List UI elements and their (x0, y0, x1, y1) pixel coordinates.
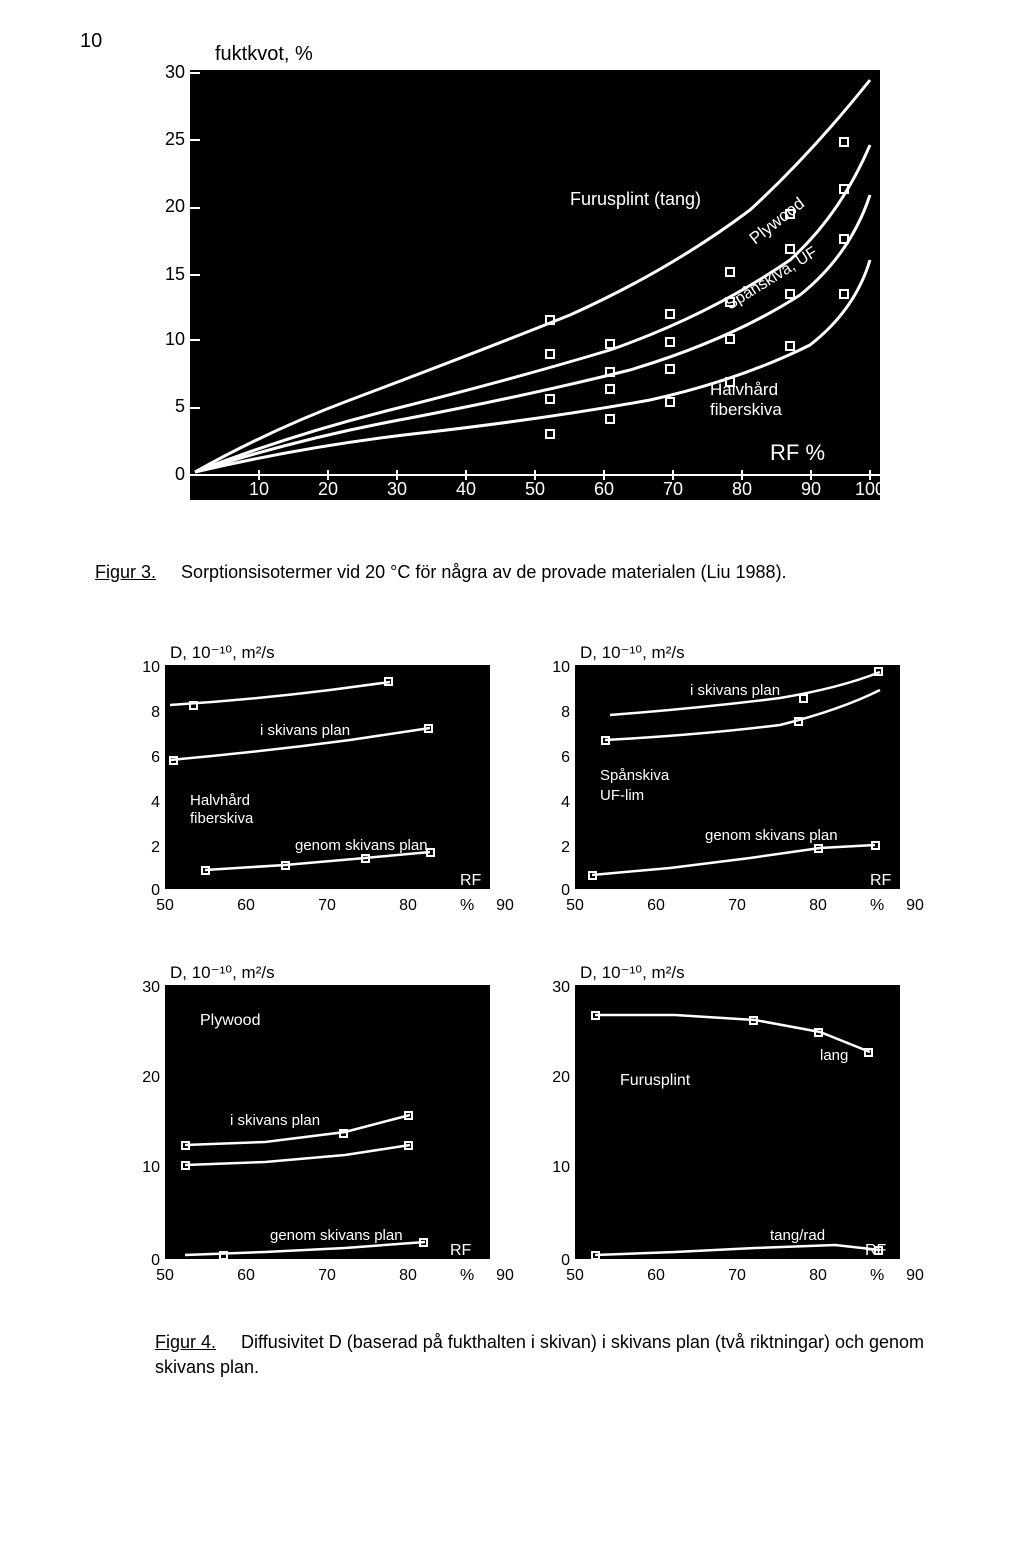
figure3-caption: Figur 3. Sorptionsisotermer vid 20 °C fö… (95, 560, 915, 585)
label-material2: UF-lim (600, 787, 644, 804)
ytick: 10 (142, 1159, 160, 1176)
ytick: 8 (151, 704, 160, 721)
rf-label: RF (450, 1242, 472, 1259)
figure4-chart-a: D, 10⁻¹⁰, m²/s 10 8 6 4 2 0 50 60 70 80 … (130, 640, 520, 920)
ytick-0: 0 (175, 464, 185, 484)
ytick: 4 (151, 794, 160, 811)
xtick: 60 (237, 1267, 255, 1284)
xtick-20: 20 (318, 479, 338, 499)
ytick: 30 (142, 979, 160, 996)
figure4-caption-label: Figur 4. (155, 1332, 216, 1352)
label-direction2: tang/rad (770, 1227, 825, 1244)
xtick: 50 (566, 897, 584, 914)
xtick-100: 100 (855, 479, 885, 499)
label-top: i skivans plan (260, 722, 350, 739)
ytick: 20 (552, 1069, 570, 1086)
figure3-chart: 30 25 20 15 10 5 0 fuktkvot, % 10 20 30 … (150, 40, 910, 540)
ytick: 8 (561, 704, 570, 721)
xtick: 60 (647, 897, 665, 914)
xtick-40: 40 (456, 479, 476, 499)
xtick: 50 (156, 1267, 174, 1284)
xtick-50: 50 (525, 479, 545, 499)
xtick: 80 (809, 1267, 827, 1284)
percent-label: % (460, 1267, 474, 1284)
label-furusplint: Furusplint (tang) (570, 189, 701, 209)
percent-label: % (870, 1267, 884, 1284)
figure4-chart-b: D, 10⁻¹⁰, m²/s 10 8 6 4 2 0 50 60 70 80 … (540, 640, 930, 920)
xtick: 50 (566, 1267, 584, 1284)
ytick: 20 (142, 1069, 160, 1086)
xtick: 70 (318, 1267, 336, 1284)
rf-label: RF (870, 872, 892, 889)
figure4-chart-c: D, 10⁻¹⁰, m²/s 30 20 10 0 50 60 70 80 90… (130, 960, 520, 1290)
y-axis-label: fuktkvot, % (215, 43, 313, 65)
x-axis-label: RF % (770, 440, 825, 465)
xtick: 60 (237, 897, 255, 914)
xtick: 90 (906, 897, 924, 914)
figure4-caption: Figur 4. Diffusivitet D (baserad på fukt… (155, 1330, 945, 1380)
rf-label: RF (460, 872, 482, 889)
ytick-20: 20 (165, 196, 185, 216)
xtick: 80 (399, 897, 417, 914)
ytick: 6 (561, 749, 570, 766)
xtick: 80 (809, 897, 827, 914)
xtick-80: 80 (732, 479, 752, 499)
figure3-caption-text: Sorptionsisotermer vid 20 °C för några a… (181, 562, 787, 582)
ytick: 2 (561, 839, 570, 856)
page-number: 10 (80, 30, 102, 53)
label-halvhard-2: fiberskiva (710, 400, 782, 419)
ytick: 30 (552, 979, 570, 996)
xtick: 90 (496, 1267, 514, 1284)
label-bottom: genom skivans plan (705, 827, 838, 844)
ytick-30: 30 (165, 62, 185, 82)
xtick-60: 60 (594, 479, 614, 499)
label-material: Plywood (200, 1012, 260, 1029)
chart-b-ylabel: D, 10⁻¹⁰, m²/s (580, 643, 685, 662)
label-material1: Spånskiva (600, 767, 670, 784)
xtick: 70 (728, 1267, 746, 1284)
label-material: Furusplint (620, 1072, 691, 1089)
label-top: i skivans plan (690, 682, 780, 699)
label-material2: fiberskiva (190, 810, 254, 827)
ytick: 10 (552, 659, 570, 676)
xtick-90: 90 (801, 479, 821, 499)
ytick: 10 (142, 659, 160, 676)
percent-label: % (870, 897, 884, 914)
percent-label: % (460, 897, 474, 914)
xtick: 90 (906, 1267, 924, 1284)
chart-a-ylabel: D, 10⁻¹⁰, m²/s (170, 643, 275, 662)
label-top: i skivans plan (230, 1112, 320, 1129)
ytick: 6 (151, 749, 160, 766)
chart-d-ylabel: D, 10⁻¹⁰, m²/s (580, 963, 685, 982)
xtick-10: 10 (249, 479, 269, 499)
label-bottom: genom skivans plan (270, 1227, 403, 1244)
chart-c-ylabel: D, 10⁻¹⁰, m²/s (170, 963, 275, 982)
label-bottom: genom skivans plan (295, 837, 428, 854)
xtick-70: 70 (663, 479, 683, 499)
ytick-10: 10 (165, 329, 185, 349)
xtick: 70 (728, 897, 746, 914)
ytick: 10 (552, 1159, 570, 1176)
xtick-30: 30 (387, 479, 407, 499)
figure4-caption-text: Diffusivitet D (baserad på fukthalten i … (155, 1332, 924, 1377)
label-direction1: lang (820, 1047, 848, 1064)
ytick-5: 5 (175, 396, 185, 416)
xtick: 90 (496, 897, 514, 914)
ytick-15: 15 (165, 264, 185, 284)
xtick: 70 (318, 897, 336, 914)
figure4-chart-d: D, 10⁻¹⁰, m²/s 30 20 10 0 50 60 70 80 90… (540, 960, 930, 1290)
xtick: 50 (156, 897, 174, 914)
figure3-caption-label: Figur 3. (95, 562, 156, 582)
xtick: 80 (399, 1267, 417, 1284)
label-material1: Halvhård (190, 792, 250, 809)
ytick-25: 25 (165, 129, 185, 149)
ytick: 2 (151, 839, 160, 856)
label-halvhard-1: Halvhård (710, 380, 778, 399)
ytick: 4 (561, 794, 570, 811)
xtick: 60 (647, 1267, 665, 1284)
